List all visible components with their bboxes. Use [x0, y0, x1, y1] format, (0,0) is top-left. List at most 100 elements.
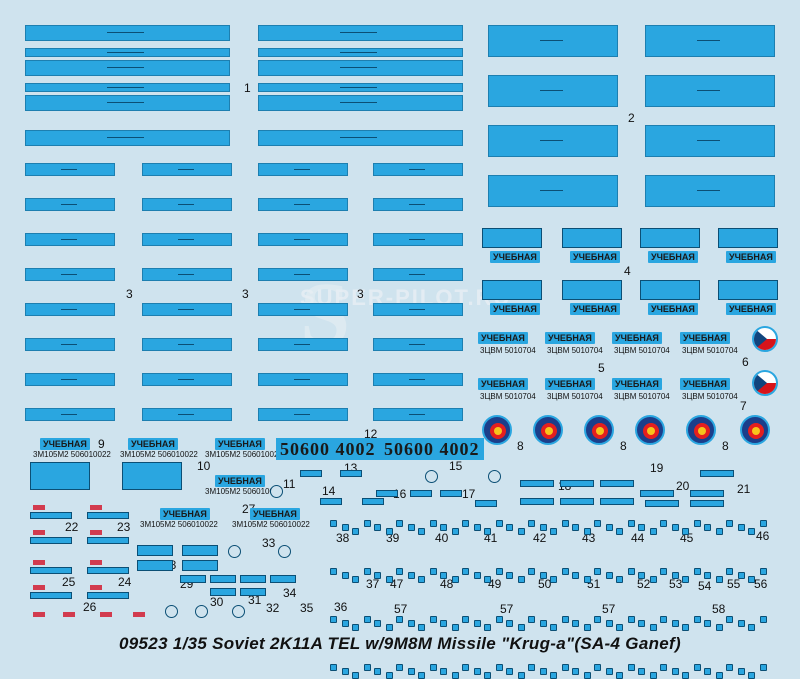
- box-28: [182, 560, 218, 571]
- plate-12a: 50600 4002: [276, 438, 380, 460]
- small-number-decal: [738, 572, 745, 579]
- red-marking: [133, 612, 145, 617]
- small-number-decal: [408, 524, 415, 531]
- bar-decal: [600, 498, 634, 505]
- bar-decal: [640, 490, 674, 497]
- red-marking: [33, 612, 45, 617]
- small-number-decal: [418, 624, 425, 631]
- stripe-3: [142, 268, 232, 281]
- label-58: 58: [712, 602, 726, 616]
- small-number-decal: [452, 576, 459, 583]
- small-number-decal: [606, 620, 613, 627]
- uchebnaya-9b: УЧЕБНАЯ: [128, 438, 178, 450]
- stripe-3: [258, 268, 348, 281]
- small-number-decal: [352, 528, 359, 535]
- uchebnaya-5: УЧЕБНАЯ: [612, 332, 662, 344]
- small-number-decal: [562, 520, 569, 527]
- label-21: 21: [737, 482, 751, 496]
- small-number-decal: [474, 572, 481, 579]
- small-number-decal: [462, 616, 469, 623]
- stripe-3: [373, 233, 463, 246]
- tag-decal: [270, 575, 296, 583]
- label-41: 41: [484, 531, 498, 545]
- label-30: 30: [210, 595, 224, 609]
- small-number-decal: [628, 616, 635, 623]
- label-35: 35: [300, 601, 314, 615]
- label-57b: 57: [500, 602, 514, 616]
- small-number-decal: [716, 672, 723, 679]
- bar-decal: [690, 500, 724, 507]
- small-number-decal: [704, 668, 711, 675]
- serial-27: 3М105М2 506010022: [232, 520, 310, 529]
- uchebnaya-10a: УЧЕБНАЯ: [215, 438, 265, 450]
- label-49: 49: [488, 577, 502, 591]
- label-15: 15: [449, 459, 463, 473]
- small-number-decal: [650, 624, 657, 631]
- label-37: 37: [366, 577, 380, 591]
- tag-decal: [340, 470, 362, 477]
- label-23: 23: [117, 520, 131, 534]
- small-number-decal: [682, 624, 689, 631]
- small-number-decal: [352, 672, 359, 679]
- small-number-decal: [650, 528, 657, 535]
- small-number-decal: [606, 572, 613, 579]
- label-12: 12: [364, 427, 378, 441]
- label-47: 47: [390, 577, 404, 591]
- stripe-3: [25, 408, 115, 421]
- small-number-decal: [638, 620, 645, 627]
- small-number-decal: [562, 568, 569, 575]
- small-number-decal: [440, 524, 447, 531]
- small-number-decal: [440, 668, 447, 675]
- small-number-decal: [474, 524, 481, 531]
- small-number-decal: [616, 576, 623, 583]
- data-plate-4: [562, 280, 622, 300]
- label-31: 31: [248, 593, 262, 607]
- stripe-3: [25, 233, 115, 246]
- small-number-decal: [364, 520, 371, 527]
- small-label: [30, 567, 72, 574]
- small-number-decal: [364, 616, 371, 623]
- small-number-decal: [694, 520, 701, 527]
- label-42: 42: [533, 531, 547, 545]
- small-number-decal: [716, 528, 723, 535]
- label-11: 11: [283, 477, 296, 491]
- small-number-decal: [594, 616, 601, 623]
- label-45: 45: [680, 531, 694, 545]
- small-number-decal: [672, 524, 679, 531]
- small-number-decal: [342, 572, 349, 579]
- circle-decal: [232, 605, 245, 618]
- red-marking: [33, 585, 45, 590]
- uchebnaya-4: УЧЕБНАЯ: [570, 303, 620, 315]
- stripe-3: [258, 303, 348, 316]
- label-1: 1: [244, 81, 251, 95]
- small-number-decal: [374, 524, 381, 531]
- serial-5: 3ЦВМ 5010704: [682, 346, 738, 355]
- uchebnaya-5: УЧЕБНАЯ: [680, 332, 730, 344]
- big-rect-2: [488, 25, 618, 57]
- small-number-decal: [628, 568, 635, 575]
- small-number-decal: [704, 572, 711, 579]
- small-number-decal: [430, 520, 437, 527]
- small-number-decal: [540, 524, 547, 531]
- small-number-decal: [726, 616, 733, 623]
- small-number-decal: [760, 616, 767, 623]
- emblem-8d: [635, 415, 665, 445]
- small-number-decal: [506, 572, 513, 579]
- stripe-3: [142, 303, 232, 316]
- circle-decal: [165, 605, 178, 618]
- label-3a: 3: [126, 287, 133, 301]
- label-54: 54: [698, 579, 712, 593]
- big-rect-2: [488, 125, 618, 157]
- label-2: 2: [628, 111, 635, 125]
- data-plate-4: [718, 228, 778, 248]
- small-number-decal: [726, 520, 733, 527]
- small-number-decal: [584, 528, 591, 535]
- czech-roundel-7: [752, 370, 778, 396]
- label-22: 22: [65, 520, 79, 534]
- small-number-decal: [462, 520, 469, 527]
- stripe-3: [25, 163, 115, 176]
- small-number-decal: [396, 520, 403, 527]
- big-rect-2: [645, 175, 775, 207]
- small-number-decal: [572, 524, 579, 531]
- small-number-decal: [616, 528, 623, 535]
